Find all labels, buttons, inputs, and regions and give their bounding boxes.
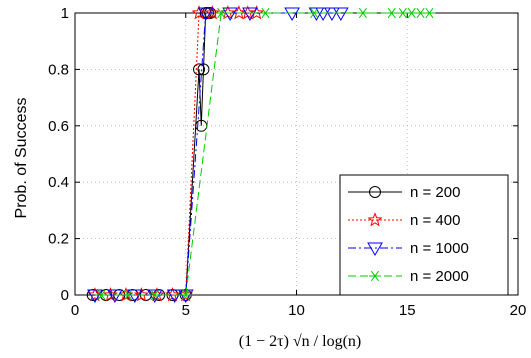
data-point <box>197 63 210 76</box>
data-point <box>122 289 135 301</box>
legend-label: n = 1000 <box>410 240 469 257</box>
data-point <box>166 289 183 303</box>
asterisk-stroke <box>150 289 159 301</box>
series-0 <box>86 7 217 301</box>
legend-marker <box>369 186 381 198</box>
data-point <box>87 289 103 303</box>
legend-label: n = 200 <box>410 184 460 201</box>
y-axis-label: Prob. of Success <box>13 98 30 219</box>
asterisk-stroke <box>387 7 396 19</box>
legend: n = 200 n = 400 n = 1000 n = 2000 <box>339 174 509 296</box>
data-point <box>259 7 272 19</box>
x-tick-label: 0 <box>71 302 79 319</box>
data-point <box>191 5 207 20</box>
data-point <box>102 287 118 302</box>
data-point <box>249 5 265 20</box>
data-point <box>106 289 123 303</box>
data-point <box>332 7 349 21</box>
asterisk-stroke <box>407 7 416 19</box>
x-tick-label: 5 <box>182 302 190 319</box>
legend-label: n = 2000 <box>410 268 469 285</box>
asterisk-stroke <box>181 289 190 301</box>
y-tick-label: 0.4 <box>48 174 69 191</box>
x-tick-label: 15 <box>399 302 416 319</box>
x-axis-label: (1 − 2τ) √n / log(n) <box>239 333 361 350</box>
data-point <box>215 7 228 19</box>
series-line <box>94 12 341 296</box>
data-point <box>179 289 192 301</box>
legend-entry: n = 400 <box>348 212 460 229</box>
legend-entry: n = 1000 <box>348 240 469 257</box>
asterisk-stroke <box>97 289 106 301</box>
series-2 <box>87 7 349 303</box>
asterisk-stroke <box>217 7 226 19</box>
data-point <box>385 7 398 19</box>
series-1 <box>87 5 265 302</box>
asterisk-stroke <box>310 7 319 19</box>
x-tick-label: 10 <box>288 302 305 319</box>
data-point <box>95 289 108 301</box>
legend-entry: n = 200 <box>348 184 460 201</box>
y-tick-label: 1 <box>61 5 69 22</box>
y-tick-label: 0 <box>61 287 69 304</box>
data-point <box>178 287 194 302</box>
data-point <box>284 7 300 21</box>
y-tick-label: 0.8 <box>48 61 69 78</box>
data-point <box>204 5 220 20</box>
legend-marker <box>367 212 383 227</box>
data-point <box>423 7 436 19</box>
data-point <box>197 7 214 21</box>
data-point <box>193 63 206 76</box>
data-point <box>177 289 194 303</box>
legend-entry: n = 2000 <box>348 268 469 285</box>
asterisk-stroke <box>124 289 133 301</box>
asterisk-stroke <box>416 7 425 19</box>
y-tick-label: 0.6 <box>48 118 69 135</box>
data-point <box>148 289 161 301</box>
legend-label: n = 400 <box>410 212 460 229</box>
data-point <box>356 7 369 19</box>
data-point <box>222 7 238 21</box>
asterisk-stroke <box>398 7 407 19</box>
x-tick-label: 20 <box>510 302 527 319</box>
legend-marker <box>369 270 381 282</box>
legend-box <box>339 174 509 296</box>
axis-ticks: 0 5 10 15 20 0 0.2 0.4 0.6 0.8 1 <box>48 5 526 319</box>
asterisk-stroke <box>370 270 380 282</box>
series-line <box>92 12 211 296</box>
data-point <box>242 7 258 21</box>
data-point <box>146 289 163 303</box>
data-point <box>315 7 331 21</box>
series-line <box>94 12 257 296</box>
data-point <box>324 7 340 21</box>
asterisk-stroke <box>358 7 367 19</box>
asterisk-stroke <box>425 7 434 19</box>
asterisk-stroke <box>261 7 270 19</box>
legend-marker <box>367 242 383 256</box>
series-3 <box>95 7 436 301</box>
data-point <box>308 7 321 19</box>
series-layer <box>86 5 436 303</box>
data-point <box>126 289 143 303</box>
data-point <box>133 287 149 302</box>
y-tick-label: 0.2 <box>48 231 69 248</box>
